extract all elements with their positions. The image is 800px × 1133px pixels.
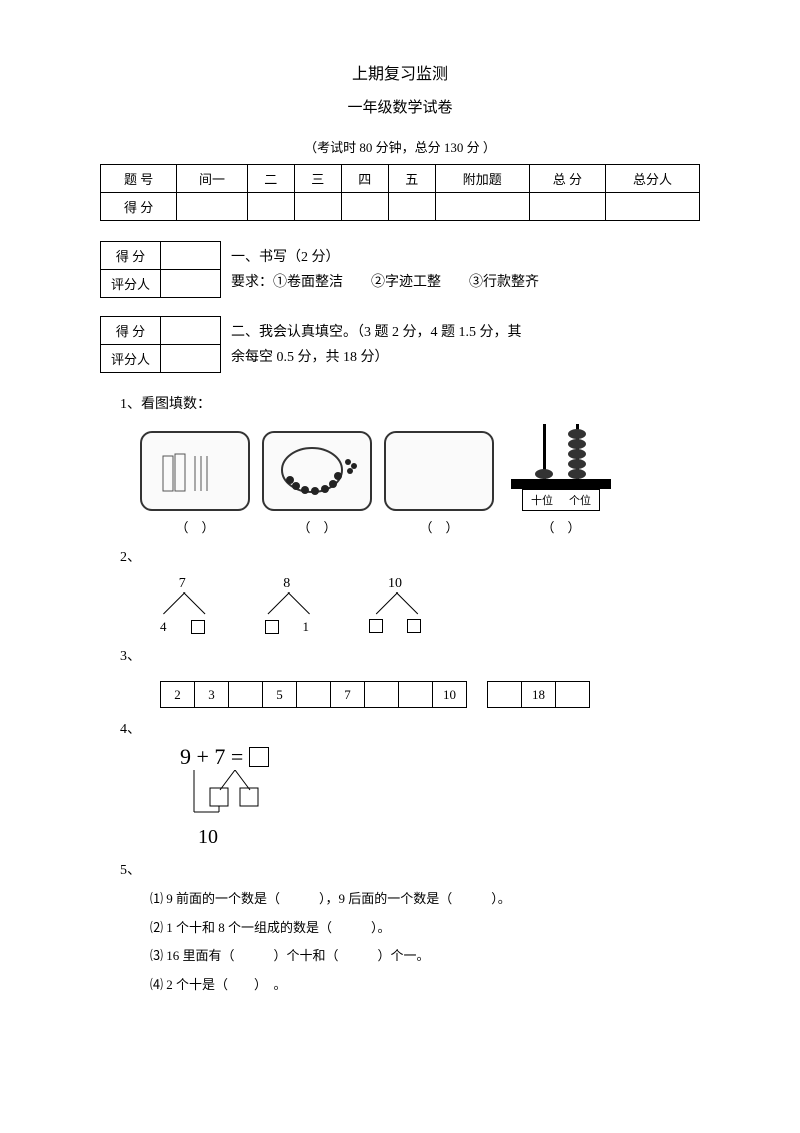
split-num: 10	[388, 576, 402, 592]
cell	[161, 317, 221, 345]
blank-box	[191, 620, 205, 634]
section1-title: 一、书写（2 分）	[231, 245, 539, 270]
seq-cell: 5	[263, 682, 297, 708]
split-diagram	[180, 770, 320, 820]
split-num: 8	[283, 576, 290, 592]
cell	[388, 193, 435, 221]
cell	[247, 193, 294, 221]
seq-cell	[399, 682, 433, 708]
blank-box	[407, 619, 421, 633]
cell	[341, 193, 388, 221]
seq-cell: 10	[433, 682, 467, 708]
exam-time-unit: 分钟，总分	[376, 140, 441, 155]
q5a: ⑴ 9 前面的一个数是（ ），9 后面的一个数是（ ）。	[150, 885, 700, 914]
cell	[294, 193, 341, 221]
th-num: 题 号	[101, 165, 177, 193]
q2-label: 2、	[120, 546, 700, 566]
seq-cell	[365, 682, 399, 708]
exam-info: （考试时 80 分钟，总分 130 分 ）	[100, 137, 700, 156]
page-subtitle: 一年级数学试卷	[100, 96, 700, 117]
cell	[435, 193, 529, 221]
q5b: ⑵ 1 个十和 8 个一组成的数是（ ）。	[150, 914, 700, 943]
abacus-tens: 十位	[531, 492, 553, 508]
seq-cell: 18	[522, 682, 556, 708]
section2-title: 二、我会认真填空。（3 题 2 分，4 题 1.5 分，其	[231, 320, 522, 345]
seq-cell: 2	[161, 682, 195, 708]
q3-label: 3、	[120, 645, 700, 665]
q3-wrap: 23 5 7 10 18	[160, 673, 700, 708]
cell	[161, 270, 221, 298]
seq-cell: 3	[195, 682, 229, 708]
mini-table-1: 得 分 评分人	[100, 241, 221, 298]
paren: （ ）	[506, 517, 616, 536]
split-num: 7	[179, 576, 186, 592]
blank-box	[265, 620, 279, 634]
split-v: ／＼	[267, 596, 307, 615]
eq-text: 9 + 7 =	[180, 744, 243, 770]
paren: （ ）	[384, 517, 494, 536]
q1-images: 十位个位	[140, 419, 700, 511]
seq-table-1: 23 5 7 10	[160, 681, 467, 708]
image-empty	[384, 431, 494, 511]
seq-cell: 7	[331, 682, 365, 708]
paren: （ ）	[262, 517, 372, 536]
q4-equation: 9 + 7 = 10	[180, 744, 700, 849]
exam-prefix: （考试时	[304, 140, 356, 155]
q2-splits: 7 ／＼ 4 8 ／＼ 1 10 ／＼	[160, 576, 700, 635]
split-v: ／＼	[375, 596, 415, 615]
eq-ten: 10	[198, 826, 700, 849]
mini-score: 得 分	[101, 317, 161, 345]
paren: （ ）	[140, 517, 250, 536]
abacus: 十位个位	[506, 419, 616, 511]
score-table: 题 号 间一 二 三 四 五 附加题 总 分 总分人 得 分	[100, 164, 700, 221]
page-title: 上期复习监测	[100, 60, 700, 84]
seq-table-2: 18	[487, 681, 590, 708]
th-total: 总 分	[529, 165, 605, 193]
th-2: 二	[247, 165, 294, 193]
abacus-ones: 个位	[569, 492, 591, 508]
mini-score: 得 分	[101, 242, 161, 270]
split-left: 4	[160, 619, 167, 635]
q1-parens: （ ） （ ） （ ） （ ）	[140, 517, 700, 536]
th-5: 五	[388, 165, 435, 193]
mini-grader: 评分人	[101, 270, 161, 298]
exam-time: 80	[359, 140, 372, 155]
q5d: ⑷ 2 个十是（ ） 。	[150, 971, 700, 1000]
exam-suffix: 分 ）	[467, 140, 496, 155]
th-3: 三	[294, 165, 341, 193]
seq-cell	[556, 682, 590, 708]
image-sticks	[140, 431, 250, 511]
q1-label: 1、看图填数：	[120, 393, 700, 413]
q4-label: 4、	[120, 718, 700, 738]
total-score: 130	[444, 140, 464, 155]
split-right: 1	[303, 619, 310, 635]
cell	[177, 193, 247, 221]
q5-label: 5、	[120, 859, 700, 879]
th-extra: 附加题	[435, 165, 529, 193]
seq-cell	[229, 682, 263, 708]
mini-table-2: 得 分 评分人	[100, 316, 221, 373]
cell	[606, 193, 700, 221]
seq-cell	[488, 682, 522, 708]
th-1: 间一	[177, 165, 247, 193]
mini-grader: 评分人	[101, 345, 161, 373]
th-person: 总分人	[606, 165, 700, 193]
section2-title2: 余每空 0.5 分，共 18 分）	[231, 345, 522, 370]
th-4: 四	[341, 165, 388, 193]
tr-score: 得 分	[101, 193, 177, 221]
blank-box	[369, 619, 383, 633]
image-beads	[262, 431, 372, 511]
cell	[529, 193, 605, 221]
section1-req: 要求：①卷面整洁 ②字迹工整 ③行款整齐	[231, 270, 539, 295]
eq-box	[249, 747, 269, 767]
split-v: ／＼	[162, 596, 202, 615]
seq-cell	[297, 682, 331, 708]
cell	[161, 242, 221, 270]
q5c: ⑶ 16 里面有（ ）个十和（ ）个一。	[150, 942, 700, 971]
cell	[161, 345, 221, 373]
